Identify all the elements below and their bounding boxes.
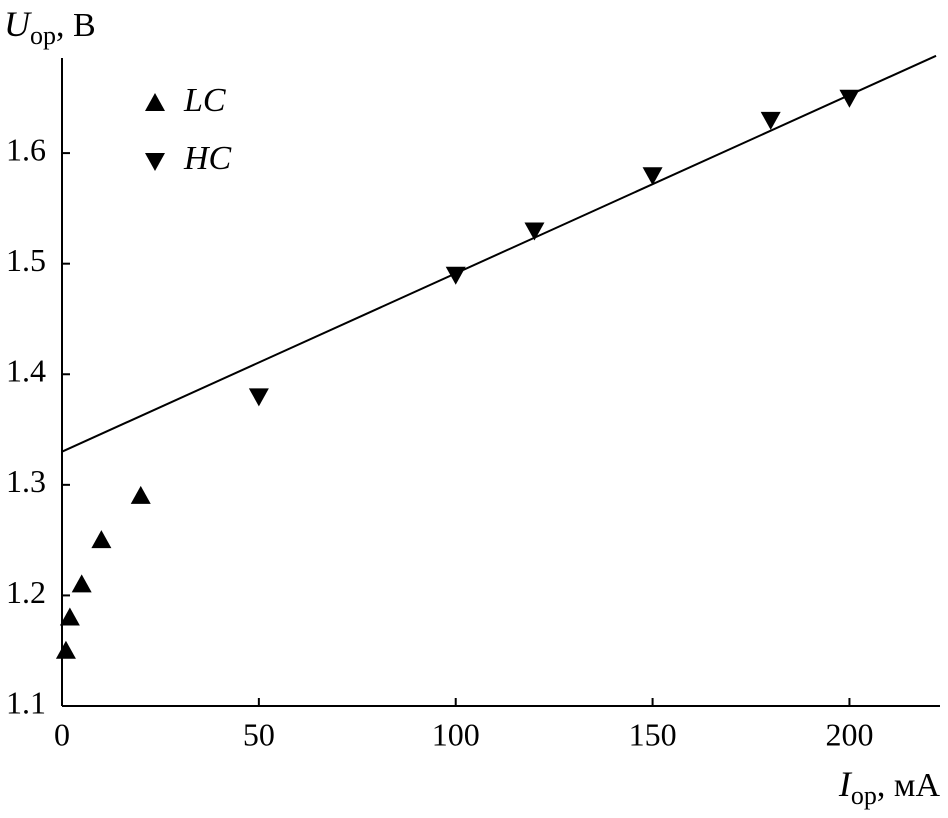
legend-marker	[145, 93, 165, 111]
y-tick-label: 1.1	[6, 684, 46, 720]
data-point	[839, 89, 860, 108]
data-point	[760, 111, 781, 130]
data-point	[55, 640, 76, 659]
legend-label: HC	[183, 140, 232, 177]
y-tick-label: 1.4	[6, 353, 46, 389]
x-axis-label: Iор, мА	[838, 764, 941, 810]
x-tick-label: 50	[243, 716, 275, 752]
y-tick-label: 1.5	[6, 242, 46, 278]
y-tick-label: 1.3	[6, 463, 46, 499]
y-tick-label: 1.6	[6, 131, 46, 167]
data-point	[524, 222, 545, 241]
data-point	[91, 530, 112, 549]
data-point	[642, 167, 663, 186]
data-point	[59, 607, 80, 626]
y-tick-label: 1.2	[6, 574, 46, 610]
data-point	[71, 574, 92, 593]
x-tick-label: 0	[54, 716, 70, 752]
x-tick-label: 150	[629, 716, 677, 752]
legend-marker	[145, 153, 165, 171]
x-tick-label: 200	[825, 716, 873, 752]
fit-line	[61, 54, 937, 453]
y-axis-label: Uор, В	[4, 4, 96, 50]
legend-label: LC	[183, 82, 226, 119]
data-point	[248, 388, 269, 407]
data-point	[130, 485, 151, 504]
x-tick-label: 100	[432, 716, 480, 752]
